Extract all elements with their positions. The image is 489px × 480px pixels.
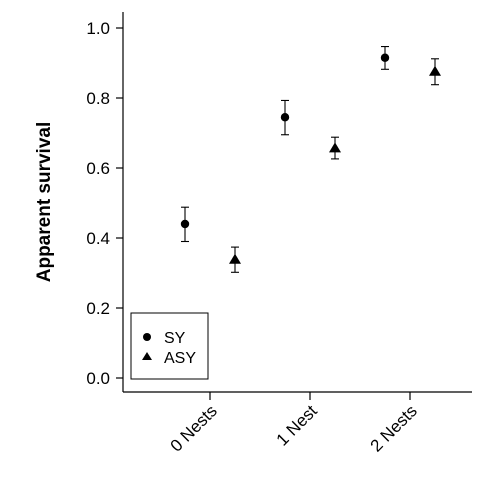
x-axis-ticks: 0 Nests 1 Nest 2 Nests xyxy=(167,392,421,456)
marker-triangle xyxy=(329,142,341,153)
data-point-asy xyxy=(229,246,241,273)
data-point-sy xyxy=(380,45,390,70)
legend-marker-sy xyxy=(143,333,151,341)
legend: SY ASY xyxy=(130,312,209,380)
legend-marker-asy xyxy=(142,352,152,360)
x-tick-label: 2 Nests xyxy=(367,401,421,455)
y-tick-label: 1.0 xyxy=(86,19,110,38)
y-tick-label: 0.6 xyxy=(86,159,110,178)
data-point-sy xyxy=(180,206,190,243)
data-point-sy xyxy=(280,99,290,136)
legend-box xyxy=(130,312,209,380)
marker-circle xyxy=(180,219,190,229)
y-axis-label: Apparent survival xyxy=(34,122,55,283)
x-tick-label: 1 Nest xyxy=(273,401,321,449)
marker-circle xyxy=(380,53,390,62)
data-point-asy xyxy=(429,58,441,86)
marker-triangle xyxy=(429,65,441,76)
data-point-asy xyxy=(329,136,341,160)
legend-label-sy: SY xyxy=(164,330,186,347)
marker-triangle xyxy=(229,253,241,264)
legend-label-asy: ASY xyxy=(164,350,196,367)
y-tick-label: 0.8 xyxy=(86,89,110,108)
y-axis-ticks: 0.0 0.2 0.4 0.6 0.8 1.0 xyxy=(86,19,123,388)
y-tick-label: 0.4 xyxy=(86,229,110,248)
x-tick-label: 0 Nests xyxy=(167,401,221,455)
y-tick-label: 0.2 xyxy=(86,299,110,318)
plot-frame xyxy=(122,12,472,393)
y-tick-label: 0.0 xyxy=(86,369,110,388)
data-marks xyxy=(180,45,441,273)
marker-circle xyxy=(280,113,290,122)
